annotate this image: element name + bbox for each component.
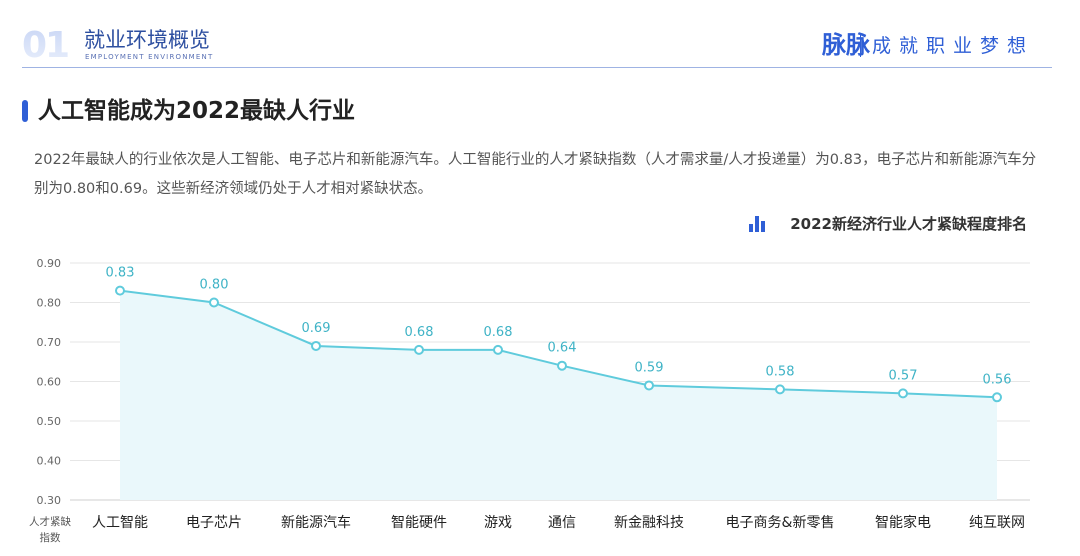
page-header: 01 就业环境概览 EMPLOYMENT ENVIRONMENT 脉脉 成就职业… (0, 0, 1080, 68)
header-underline (22, 67, 1052, 68)
data-label: 0.59 (635, 360, 664, 375)
x-tick-label: 智能家电 (875, 514, 931, 531)
y-tick-label: 0.90 (37, 257, 62, 270)
y-tick-label: 0.60 (37, 376, 62, 389)
x-tick-label: 通信 (548, 515, 576, 531)
x-tick-label: 游戏 (484, 515, 512, 531)
y-tick-label: 0.30 (37, 494, 62, 507)
x-tick-label: 人工智能 (92, 515, 148, 531)
section-number: 01 (22, 25, 70, 66)
y-tick-label: 0.80 (37, 297, 62, 310)
x-tick-label: 电子商务&新零售 (726, 515, 835, 531)
page-title: 人工智能成为2022最缺人行业 (38, 98, 356, 124)
x-tick-label: 纯互联网 (969, 515, 1025, 531)
x-tick-label: 新能源汽车 (281, 514, 351, 531)
data-point (209, 297, 219, 308)
series-area (120, 290, 997, 500)
data-label: 0.64 (548, 341, 577, 356)
y-tick-label: 0.40 (37, 455, 62, 468)
page-description: 2022年最缺人的行业依次是人工智能、电子芯片和新能源汽车。人工智能行业的人才紧… (34, 152, 1037, 197)
data-label: 0.68 (405, 325, 434, 340)
series-line (119, 289, 998, 399)
x-tick-label: 新金融科技 (614, 515, 684, 531)
data-label: 0.57 (889, 368, 918, 383)
y-axis-label-line1: 人才紧缺 (29, 515, 71, 528)
chart-title: 2022新经济行业人才紧缺程度排名 (790, 215, 1027, 233)
data-point (493, 344, 503, 355)
y-tick-label: 0.50 (37, 415, 62, 428)
data-label: 0.83 (106, 266, 135, 281)
data-label: 0.80 (200, 278, 229, 293)
brand-logo: 脉脉 (822, 31, 870, 59)
title-accent-bar (22, 100, 28, 122)
data-point (644, 380, 654, 391)
data-label: 0.69 (302, 321, 331, 336)
bar-chart-icon (749, 216, 765, 232)
data-point (557, 360, 567, 371)
data-point (414, 344, 424, 355)
header-divider (860, 35, 861, 57)
data-point (115, 285, 125, 296)
data-label: 0.56 (983, 372, 1012, 387)
data-point (898, 388, 908, 399)
data-point (775, 384, 785, 395)
y-tick-label: 0.70 (37, 336, 62, 349)
x-tick-label: 电子芯片 (186, 515, 242, 531)
y-axis-label-line2: 指数 (40, 531, 61, 544)
data-label: 0.68 (484, 325, 513, 340)
data-point (992, 392, 1002, 403)
section-subtitle: EMPLOYMENT ENVIRONMENT (85, 53, 214, 61)
section-title: 就业环境概览 (84, 28, 210, 52)
data-point (311, 340, 321, 351)
data-label: 0.58 (766, 364, 795, 379)
brand-slogan: 成就职业梦想 (872, 35, 1035, 57)
x-tick-label: 智能硬件 (391, 515, 447, 531)
